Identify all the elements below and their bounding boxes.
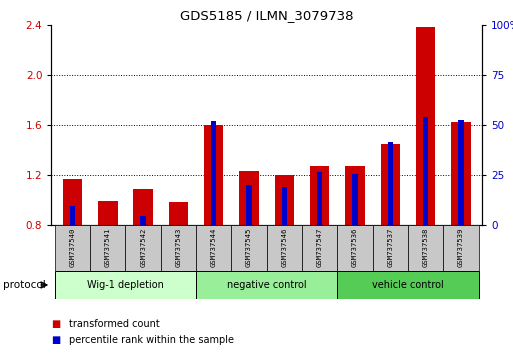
Bar [267,225,302,271]
Bar [70,206,75,225]
Text: Wig-1 depletion: Wig-1 depletion [87,280,164,290]
Bar [105,225,110,226]
Bar [133,189,153,225]
Bar [141,216,146,225]
Bar [423,117,428,225]
Bar [388,142,393,225]
Bar [169,202,188,225]
Bar [55,225,90,271]
Text: GSM737538: GSM737538 [423,228,429,268]
Bar [282,187,287,225]
Bar [176,225,181,231]
Bar [55,272,196,298]
Text: percentile rank within the sample: percentile rank within the sample [69,335,234,345]
Text: GSM737539: GSM737539 [458,228,464,268]
Bar [338,272,479,298]
Text: GSM737541: GSM737541 [105,228,111,268]
Bar [408,225,443,271]
Bar [352,173,358,225]
Bar [231,225,267,271]
Bar [63,178,82,225]
Title: GDS5185 / ILMN_3079738: GDS5185 / ILMN_3079738 [180,9,353,22]
Text: GSM737544: GSM737544 [211,228,217,268]
Bar [302,225,338,271]
Bar [98,201,117,225]
Text: vehicle control: vehicle control [372,280,444,290]
Bar [443,225,479,271]
Text: GSM737536: GSM737536 [352,228,358,268]
Bar [338,225,373,271]
Text: GSM737540: GSM737540 [69,228,75,268]
Bar [204,125,224,225]
Bar [196,272,338,298]
Bar [416,27,436,225]
Bar [161,225,196,271]
Text: GSM737545: GSM737545 [246,228,252,268]
Bar [90,225,126,271]
Bar [381,143,400,225]
Text: negative control: negative control [227,280,307,290]
Text: GSM737547: GSM737547 [317,228,323,268]
Text: ■: ■ [51,319,61,329]
Text: GSM737543: GSM737543 [175,228,182,268]
Bar [211,121,216,225]
Text: transformed count: transformed count [69,319,160,329]
Bar [240,171,259,225]
Text: GSM737537: GSM737537 [387,228,393,268]
Bar [317,172,322,225]
Bar [459,120,464,225]
Text: ■: ■ [51,335,61,345]
Bar [246,185,252,225]
Text: GSM737546: GSM737546 [282,228,287,268]
Bar [274,175,294,225]
Bar [126,225,161,271]
Text: GSM737542: GSM737542 [140,228,146,268]
Text: protocol: protocol [3,280,45,290]
Bar [345,166,365,225]
Bar [196,225,231,271]
Bar [451,122,471,225]
Bar [310,166,329,225]
Bar [373,225,408,271]
